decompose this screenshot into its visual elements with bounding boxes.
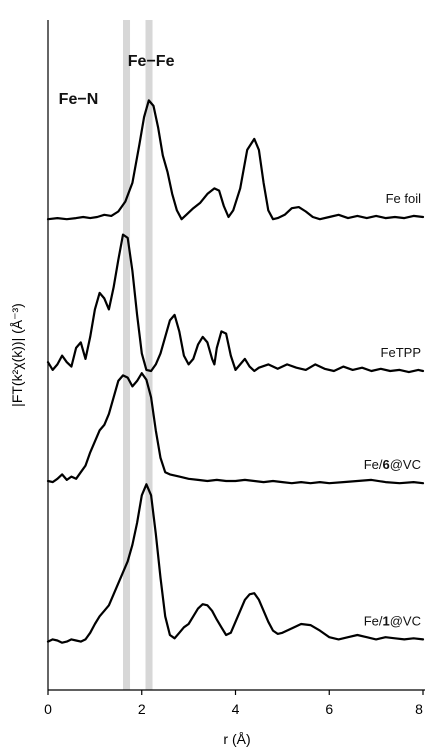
annotations: Fe−N Fe−Fe bbox=[59, 53, 175, 108]
series-label-2: FeTPP bbox=[381, 345, 421, 360]
annotation-1: Fe−N bbox=[59, 91, 99, 108]
series-label-4: Fe/1@VC bbox=[364, 613, 421, 628]
y-axis-label: |FT(k²χ(k))| (Å⁻³) bbox=[9, 303, 25, 407]
x-axis-label: r (Å) bbox=[223, 731, 250, 747]
series-label-part: Fe/ bbox=[364, 457, 383, 472]
series-line-4 bbox=[46, 483, 425, 644]
bands-layer bbox=[123, 20, 153, 690]
series-label-part: Fe/ bbox=[364, 613, 383, 628]
x-tick-label: 0 bbox=[44, 701, 52, 717]
series-label-part: 1 bbox=[383, 613, 390, 628]
series-layer bbox=[46, 99, 425, 644]
series-label-part: @VC bbox=[390, 613, 421, 628]
series-line-1 bbox=[46, 99, 425, 221]
x-tick-label: 2 bbox=[138, 701, 146, 717]
series-line-2 bbox=[46, 233, 425, 374]
annotation-2: Fe−Fe bbox=[128, 53, 175, 70]
series-label-part: 6 bbox=[383, 457, 390, 472]
band-2 bbox=[145, 20, 153, 690]
series-line-3 bbox=[46, 372, 425, 485]
x-tick-label: 4 bbox=[232, 701, 240, 717]
x-tick-label: 6 bbox=[325, 701, 333, 717]
series-label-1: Fe foil bbox=[386, 191, 422, 206]
x-ticks: 0 2 4 6 8 bbox=[44, 690, 424, 717]
series-label-3: Fe/6@VC bbox=[364, 457, 421, 472]
band-1 bbox=[123, 20, 131, 690]
series-label-part: @VC bbox=[390, 457, 421, 472]
x-tick-label: 8 bbox=[415, 701, 423, 717]
